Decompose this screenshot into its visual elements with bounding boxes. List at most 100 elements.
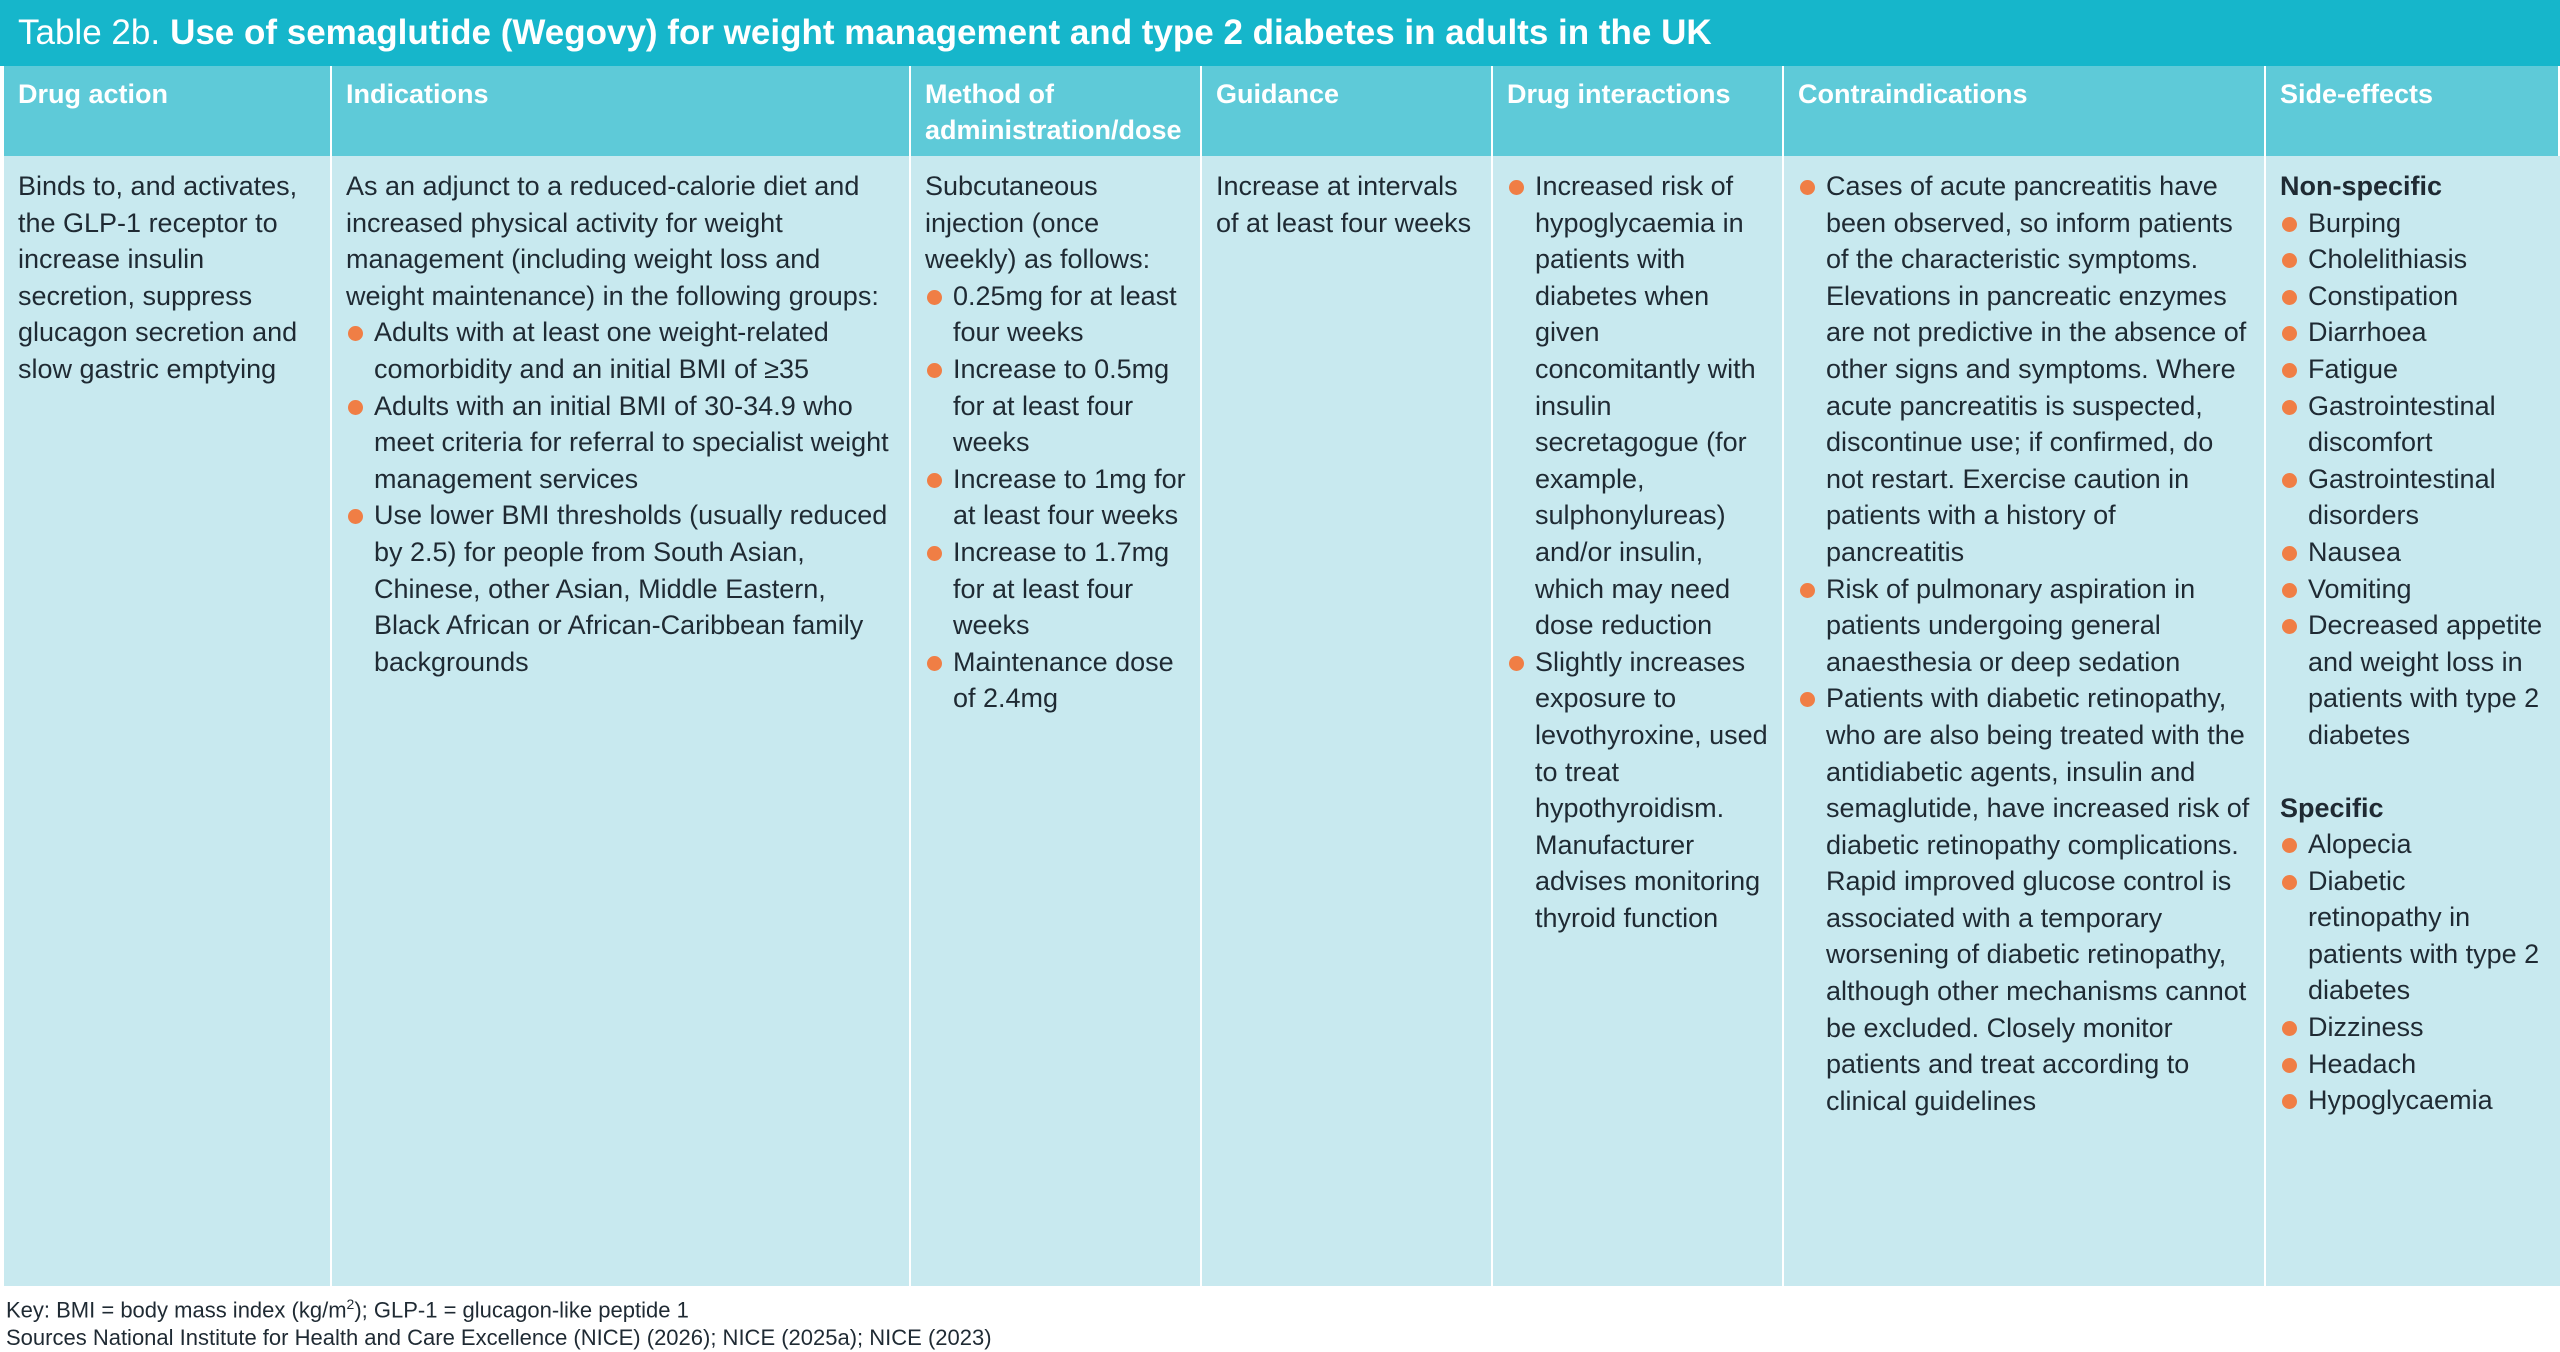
table-title: Table 2b. Use of semaglutide (Wegovy) fo…	[0, 0, 2560, 66]
list-item: Diabetic retinopathy in patients with ty…	[2280, 863, 2546, 1009]
list-item: Fatigue	[2280, 351, 2546, 388]
list-item-text: Maintenance dose of 2.4mg	[953, 646, 1174, 714]
bullet-dot-icon	[2282, 399, 2297, 415]
list-item-text: Use lower BMI thresholds (usually reduce…	[374, 500, 888, 677]
table-number: Table 2b.	[18, 13, 161, 52]
bullet-dot-icon	[927, 289, 942, 305]
bullet-dot-icon	[348, 326, 363, 342]
specific-list: Alopecia Diabetic retinopathy in patients…	[2280, 826, 2546, 1119]
nonspecific-heading: Non-specific	[2280, 171, 2443, 201]
key-note-end: ); GLP-1 = glucagon-like peptide 1	[354, 1297, 689, 1323]
list-item-text: Alopecia	[2308, 829, 2412, 860]
bullet-dot-icon	[1509, 655, 1524, 671]
bullet-dot-icon	[2282, 1021, 2297, 1037]
bullet-dot-icon	[2282, 216, 2297, 232]
list-item-text: Increase to 1.7mg for at least four week…	[953, 536, 1170, 641]
list-item-text: 0.25mg for at least four weeks	[953, 280, 1177, 348]
key-note: Key: BMI = body mass index (kg/m2); GLP-…	[6, 1290, 2556, 1324]
bullet-dot-icon	[348, 509, 363, 525]
guidance-text: Increase at intervals of at least four w…	[1216, 171, 1472, 238]
list-item-text: Adults with an initial BMI of 30-34.9 wh…	[374, 390, 889, 494]
list-item-text: Headach	[2308, 1048, 2417, 1079]
sources-note: Sources National Institute for Health an…	[6, 1325, 992, 1351]
header-drug-action: Drug action	[4, 66, 332, 156]
header-indications: Indications	[332, 66, 911, 156]
list-item: Hypoglycaemia	[2280, 1082, 2546, 1119]
bullet-dot-icon	[2282, 1094, 2297, 1110]
bullet-dot-icon	[2282, 472, 2297, 488]
list-item-text: Increase to 1mg for at least four weeks	[953, 463, 1186, 531]
list-item: Vomiting	[2280, 571, 2546, 608]
contraindications-list: Cases of acute pancreatitis have been ob…	[1798, 168, 2250, 1119]
list-item: Use lower BMI thresholds (usually reduce…	[346, 497, 895, 680]
list-item: Adults with an initial BMI of 30-34.9 wh…	[346, 388, 895, 498]
list-item-text: Cases of acute pancreatitis have been ob…	[1826, 171, 2247, 567]
bullet-dot-icon	[2282, 582, 2297, 598]
bullet-dot-icon	[2282, 838, 2297, 854]
method-intro: Subcutaneous injection (once weekly) as …	[925, 171, 1151, 275]
list-item-text: Increased risk of hypoglycaemia in patie…	[1535, 171, 1756, 641]
indications-list: Adults with at least one weight-related …	[346, 314, 895, 680]
bullet-dot-icon	[1800, 180, 1815, 195]
footnotes: Key: BMI = body mass index (kg/m2); GLP-…	[6, 1290, 2556, 1352]
list-item: 0.25mg for at least four weeks	[925, 278, 1186, 351]
bullet-dot-icon	[348, 399, 363, 415]
list-item-text: Risk of pulmonary aspiration in patients…	[1826, 573, 2196, 677]
specific-heading: Specific	[2280, 792, 2384, 823]
dose-list: 0.25mg for at least four weeks Increase t…	[925, 278, 1186, 717]
bullet-dot-icon	[2282, 362, 2297, 378]
bullet-dot-icon	[2282, 289, 2297, 305]
bullet-dot-icon	[927, 472, 942, 488]
interactions-list: Increased risk of hypoglycaemia in patie…	[1507, 168, 1768, 936]
list-item: Burping	[2280, 205, 2546, 242]
cell-contraindications: Cases of acute pancreatitis have been ob…	[1784, 156, 2266, 1286]
list-item-text: Decreased appetite and weight loss in pa…	[2308, 610, 2543, 750]
list-item: Constipation	[2280, 278, 2546, 315]
header-method: Method of administration/dose	[911, 66, 1202, 156]
list-item: Patients with diabetic retinopathy, who …	[1798, 680, 2250, 1119]
semaglutide-table: Drug action Indications Method of admini…	[4, 66, 2560, 1286]
list-item-text: Dizziness	[2308, 1012, 2424, 1043]
bullet-dot-icon	[927, 655, 942, 671]
list-item-text: Burping	[2308, 207, 2402, 238]
cell-indications: As an adjunct to a reduced-calorie diet …	[332, 156, 911, 1286]
list-item: Headach	[2280, 1046, 2546, 1083]
section-spacer	[2280, 754, 2546, 790]
superscript: 2	[346, 1296, 355, 1312]
bullet-dot-icon	[927, 362, 942, 378]
bullet-dot-icon	[2282, 253, 2297, 269]
list-item-text: Fatigue	[2308, 353, 2399, 384]
cell-drug-interactions: Increased risk of hypoglycaemia in patie…	[1493, 156, 1784, 1286]
list-item: Increased risk of hypoglycaemia in patie…	[1507, 168, 1768, 644]
list-item-text: Increase to 0.5mg for at least four week…	[953, 353, 1170, 458]
cell-guidance: Increase at intervals of at least four w…	[1202, 156, 1493, 1286]
list-item-text: Gastrointestinal disorders	[2308, 463, 2496, 531]
list-item: Adults with at least one weight-related …	[346, 314, 895, 387]
list-item: Cases of acute pancreatitis have been ob…	[1798, 168, 2250, 571]
list-item-text: Vomiting	[2308, 573, 2412, 604]
bullet-dot-icon	[1800, 582, 1815, 598]
bullet-dot-icon	[1800, 692, 1815, 708]
bullet-dot-icon	[927, 545, 942, 561]
bullet-dot-icon	[2282, 545, 2297, 561]
bullet-dot-icon	[1509, 180, 1524, 195]
list-item-text: Hypoglycaemia	[2308, 1085, 2493, 1116]
list-item-text: Nausea	[2308, 536, 2402, 567]
list-item: Cholelithiasis	[2280, 241, 2546, 278]
nonspecific-list: Burping Cholelithiasis Constipation Diarrho…	[2280, 205, 2546, 754]
list-item: Increase to 1mg for at least four weeks	[925, 461, 1186, 534]
cell-drug-action: Binds to, and activates, the GLP-1 recep…	[4, 156, 332, 1286]
list-item: Gastrointestinal disorders	[2280, 461, 2546, 534]
bullet-dot-icon	[2282, 874, 2297, 890]
header-drug-interactions: Drug interactions	[1493, 66, 1784, 156]
list-item: Gastrointestinal discomfort	[2280, 388, 2546, 461]
list-item-text: Cholelithiasis	[2308, 244, 2468, 275]
list-item: Diarrhoea	[2280, 314, 2546, 351]
list-item: Slightly increases exposure to levothyro…	[1507, 644, 1768, 937]
list-item: Dizziness	[2280, 1009, 2546, 1046]
list-item-text: Adults with at least one weight-related …	[374, 317, 829, 384]
cell-method: Subcutaneous injection (once weekly) as …	[911, 156, 1202, 1286]
list-item-text: Diarrhoea	[2308, 317, 2427, 348]
list-item: Nausea	[2280, 534, 2546, 571]
header-side-effects: Side-effects	[2266, 66, 2560, 156]
